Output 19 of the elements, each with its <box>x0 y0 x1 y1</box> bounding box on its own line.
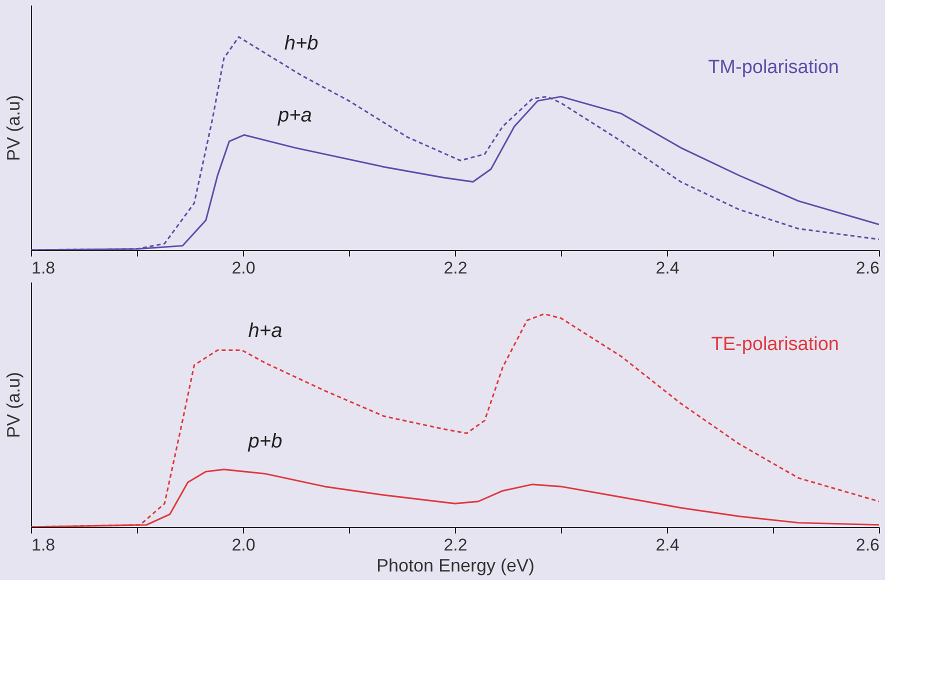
x-tick-label: 2.6 <box>856 536 880 554</box>
x-tick-label: 2.2 <box>444 258 468 278</box>
series-label: h+b <box>284 32 318 54</box>
series-label: h+a <box>248 320 282 342</box>
x-tick-label: 2.4 <box>656 258 680 278</box>
y-axis-title: PV (a.u) <box>4 372 24 438</box>
x-tick-label: 2.0 <box>232 258 256 278</box>
y-axis-title: PV (a.u) <box>4 94 24 162</box>
x-tick-label: 2.0 <box>232 536 256 554</box>
x-tick-label: 2.4 <box>656 536 680 554</box>
x-tick-label: 2.6 <box>856 258 880 278</box>
series-label: p+b <box>247 430 282 453</box>
x-tick-label: 2.2 <box>444 536 468 554</box>
series-label: p+a <box>276 104 312 127</box>
x-tick-label: 1.8 <box>32 258 56 278</box>
text: TE-polarisation <box>711 334 839 355</box>
x-axis-title: Photon Energy (eV) <box>376 556 535 576</box>
text: TM-polarisation <box>708 57 839 78</box>
x-tick-label: 1.8 <box>32 536 56 554</box>
